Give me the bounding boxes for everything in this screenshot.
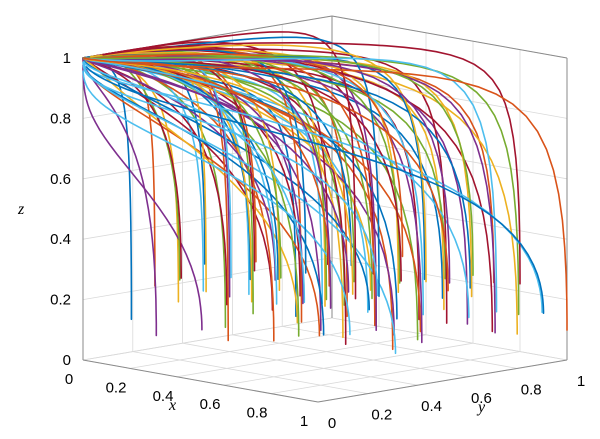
y-axis-line (317, 359, 568, 403)
trajectory-line (82, 70, 351, 336)
y-tick-label: 0.6 (471, 390, 492, 407)
z-tick-label: 1 (63, 50, 71, 67)
z-tick-label: 0.8 (50, 110, 71, 127)
trajectories (82, 31, 568, 355)
grid-line (182, 342, 418, 386)
axis-labels: x y z (17, 201, 486, 416)
y-tick-label: 1 (577, 373, 585, 390)
trajectory-line (82, 61, 397, 355)
trajectory-line (102, 42, 521, 285)
grid-line (82, 317, 333, 361)
y-tick-label: 0.2 (371, 407, 392, 424)
grid-line (223, 342, 474, 386)
grid-line (232, 334, 468, 378)
grid-line (282, 326, 518, 369)
trajectory-line (85, 66, 545, 314)
trajectory-line (82, 56, 474, 276)
grid-line (82, 257, 333, 300)
grid-line (270, 351, 521, 394)
trajectory-line (82, 56, 133, 321)
trajectory-line (86, 60, 276, 281)
grid-line (129, 326, 380, 369)
x-tick-label: 1 (300, 413, 308, 430)
trajectory-line (82, 58, 158, 337)
grid-line (331, 317, 568, 361)
trajectory-line (89, 44, 427, 283)
z-tick-label: 0.2 (50, 292, 71, 309)
trajectory-line (82, 64, 379, 297)
trajectory-line (82, 57, 205, 292)
x-axis-label: x (168, 397, 176, 414)
z-axis-label: z (17, 201, 25, 218)
box-edge (331, 15, 568, 59)
z-tick-label: 0 (63, 352, 71, 369)
z-tick-label: 0.4 (50, 231, 71, 248)
y-axis-label: y (476, 399, 486, 416)
grid-line (132, 351, 368, 394)
x-tick-label: 0.6 (200, 396, 221, 413)
x-tick-label: 0 (65, 371, 73, 388)
y-tick-label: 0 (328, 415, 336, 432)
x-axis-line (82, 359, 319, 403)
tick-labels: 0 0.2 0.4 0.6 0.8 1 0 0.2 0.4 0.6 0.8 1 0 0.2 0.4 0.6 0.… (50, 50, 585, 432)
x-tick-label: 0.2 (106, 379, 127, 396)
trajectory-line (82, 64, 203, 331)
grid-line (331, 196, 568, 240)
grid-line (176, 334, 427, 378)
z-tick-label: 0.6 (50, 171, 71, 188)
grid-line (82, 196, 333, 240)
x-tick-label: 0.8 (247, 405, 268, 422)
y-tick-label: 0.4 (421, 398, 442, 415)
y-tick-label: 0.8 (521, 381, 542, 398)
trajectory-line (83, 57, 568, 331)
grid-line (331, 76, 568, 119)
trajectory-line (107, 31, 357, 300)
x-tick-label: 0.4 (153, 388, 174, 405)
